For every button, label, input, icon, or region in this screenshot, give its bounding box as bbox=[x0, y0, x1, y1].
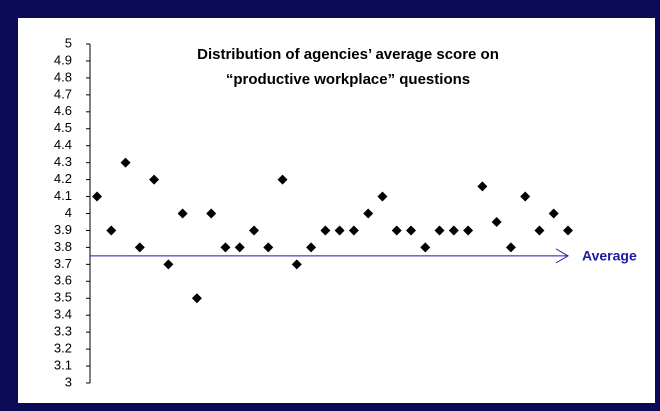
point bbox=[534, 225, 545, 236]
point bbox=[291, 259, 302, 270]
point bbox=[106, 225, 117, 236]
point bbox=[391, 225, 402, 236]
y-tick-label: 5 bbox=[65, 35, 72, 50]
point bbox=[434, 225, 445, 236]
point bbox=[420, 242, 431, 253]
y-tick-label: 3.6 bbox=[54, 273, 72, 288]
y-tick-label: 4.7 bbox=[54, 86, 72, 101]
point bbox=[520, 191, 531, 202]
plot-background bbox=[18, 18, 655, 403]
point bbox=[334, 225, 345, 236]
y-tick-label: 3.9 bbox=[54, 222, 72, 237]
y-tick-label: 3.8 bbox=[54, 239, 72, 254]
y-tick-label: 4.4 bbox=[54, 137, 72, 152]
point bbox=[463, 225, 474, 236]
y-tick-label: 3.1 bbox=[54, 357, 72, 372]
y-tick-label: 4 bbox=[65, 205, 72, 220]
chart-title: Distribution of agencies’ average score … bbox=[197, 46, 499, 63]
average-arrow bbox=[555, 248, 569, 264]
point bbox=[220, 242, 231, 253]
point bbox=[563, 225, 573, 236]
y-tick-label: 4.3 bbox=[54, 154, 72, 169]
y-tick-label: 3.7 bbox=[54, 256, 72, 271]
point bbox=[177, 208, 188, 219]
point bbox=[348, 225, 359, 236]
point bbox=[92, 191, 102, 202]
y-tick-label: 3.5 bbox=[54, 290, 72, 305]
y-tick-label: 4.5 bbox=[54, 120, 72, 135]
point bbox=[191, 293, 202, 304]
y-tick-label: 4.8 bbox=[54, 69, 72, 84]
point bbox=[377, 191, 388, 202]
point bbox=[320, 225, 331, 236]
point bbox=[448, 225, 459, 236]
point bbox=[477, 181, 488, 192]
average-label: Average bbox=[582, 248, 637, 264]
point bbox=[134, 242, 145, 253]
point bbox=[548, 208, 559, 219]
point bbox=[163, 259, 174, 270]
point bbox=[363, 208, 374, 219]
y-tick-label: 4.6 bbox=[54, 103, 72, 118]
y-tick-label: 4.9 bbox=[54, 52, 72, 67]
y-tick-label: 4.1 bbox=[54, 188, 72, 203]
point bbox=[120, 157, 131, 168]
point bbox=[406, 225, 416, 236]
point bbox=[306, 242, 317, 253]
point bbox=[263, 242, 274, 253]
y-tick-label: 4.2 bbox=[54, 171, 72, 186]
y-tick-label: 3.4 bbox=[54, 307, 72, 322]
point bbox=[149, 174, 160, 185]
point bbox=[206, 208, 217, 219]
point bbox=[277, 174, 288, 185]
y-tick-label: 3 bbox=[65, 374, 72, 389]
y-tick-label: 3.3 bbox=[54, 324, 72, 339]
y-tick-label: 3.2 bbox=[54, 341, 72, 356]
point bbox=[249, 225, 259, 236]
point bbox=[491, 216, 502, 227]
point bbox=[234, 242, 245, 253]
point bbox=[505, 242, 516, 253]
chart-title: “productive workplace” questions bbox=[226, 71, 470, 88]
